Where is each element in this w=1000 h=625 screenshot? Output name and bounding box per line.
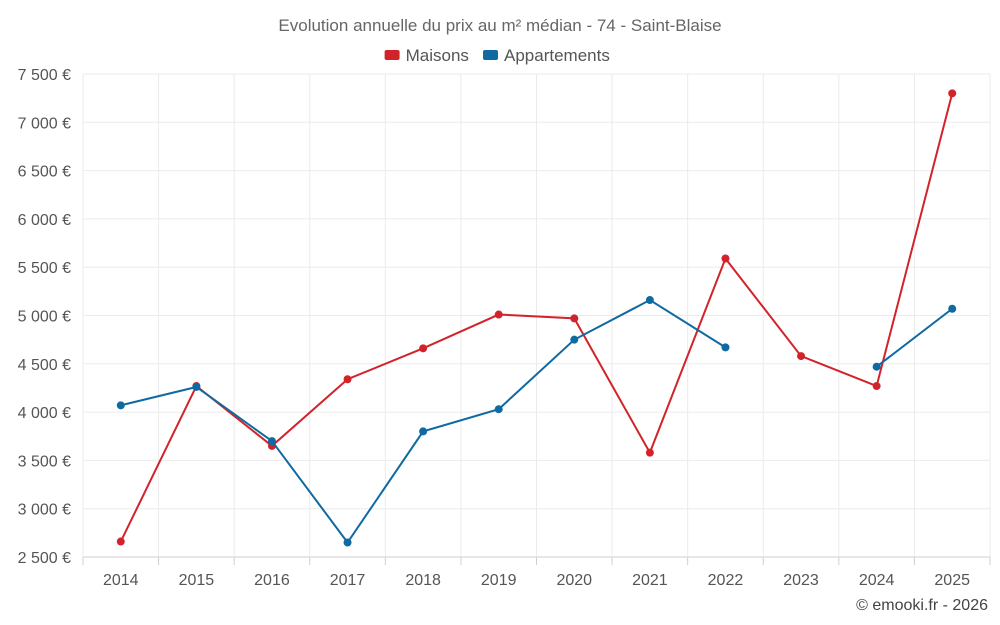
data-point[interactable] (797, 352, 806, 361)
chart-series (116, 89, 957, 547)
data-point[interactable] (343, 538, 352, 547)
data-point[interactable] (419, 427, 428, 436)
data-point[interactable] (645, 296, 654, 305)
series-appartements (116, 296, 957, 547)
x-tick-label: 2024 (859, 572, 895, 589)
data-point[interactable] (419, 344, 428, 353)
x-tick-label: 2018 (405, 572, 441, 589)
y-tick-label: 5 500 € (18, 260, 71, 277)
y-tick-label: 7 000 € (18, 115, 71, 132)
chart-title: Evolution annuelle du prix au m² médian … (278, 16, 721, 35)
y-tick-label: 5 000 € (18, 309, 71, 326)
data-point[interactable] (116, 537, 125, 546)
data-point[interactable] (570, 314, 579, 323)
data-point[interactable] (494, 405, 503, 414)
x-tick-label: 2022 (708, 572, 744, 589)
chart-legend: Maisons Appartements (384, 46, 610, 65)
legend-label: Maisons (406, 46, 469, 65)
y-axis-ticks: 2 500 € 3 000 € 3 500 € 4 000 € 4 500 € 5 000… (18, 67, 71, 567)
data-point[interactable] (872, 362, 881, 371)
data-point[interactable] (948, 89, 957, 98)
y-tick-label: 7 500 € (18, 67, 71, 84)
x-tick-label: 2016 (254, 572, 290, 589)
y-tick-label: 4 000 € (18, 405, 71, 422)
y-tick-label: 3 000 € (18, 502, 71, 519)
data-point[interactable] (721, 343, 730, 352)
y-tick-label: 3 500 € (18, 453, 71, 470)
data-point[interactable] (948, 304, 957, 313)
data-point[interactable] (116, 401, 125, 410)
legend-item-maisons[interactable]: Maisons (384, 46, 469, 65)
data-point[interactable] (267, 437, 276, 446)
y-tick-label: 4 500 € (18, 357, 71, 374)
data-point[interactable] (570, 335, 579, 344)
x-tick-label: 2021 (632, 572, 668, 589)
legend-item-appartements[interactable]: Appartements (483, 46, 610, 65)
data-point[interactable] (494, 310, 503, 319)
x-tick-label: 2020 (556, 572, 592, 589)
data-point[interactable] (645, 448, 654, 457)
x-tick-label: 2023 (783, 572, 819, 589)
series-line (119, 93, 954, 542)
legend-swatch (384, 50, 400, 60)
y-tick-label: 6 000 € (18, 212, 71, 229)
series-line (120, 298, 726, 545)
series-line (876, 307, 953, 368)
y-tick-label: 6 500 € (18, 164, 71, 181)
x-axis-ticks: 2014 2015 2016 2017 2018 2019 2020 2021 2022 2023… (103, 572, 970, 589)
x-tick-label: 2025 (934, 572, 970, 589)
data-point[interactable] (192, 382, 201, 391)
data-point[interactable] (343, 375, 352, 384)
data-point[interactable] (721, 254, 730, 263)
data-point[interactable] (872, 382, 881, 391)
chart-credit: © emooki.fr - 2026 (856, 597, 988, 614)
x-tick-label: 2015 (179, 572, 215, 589)
x-tick-label: 2019 (481, 572, 517, 589)
x-tick-label: 2017 (330, 572, 366, 589)
y-tick-label: 2 500 € (18, 550, 71, 567)
legend-label: Appartements (504, 46, 610, 65)
legend-swatch (483, 50, 498, 60)
x-tick-label: 2014 (103, 572, 139, 589)
chart-grid (82, 73, 991, 565)
